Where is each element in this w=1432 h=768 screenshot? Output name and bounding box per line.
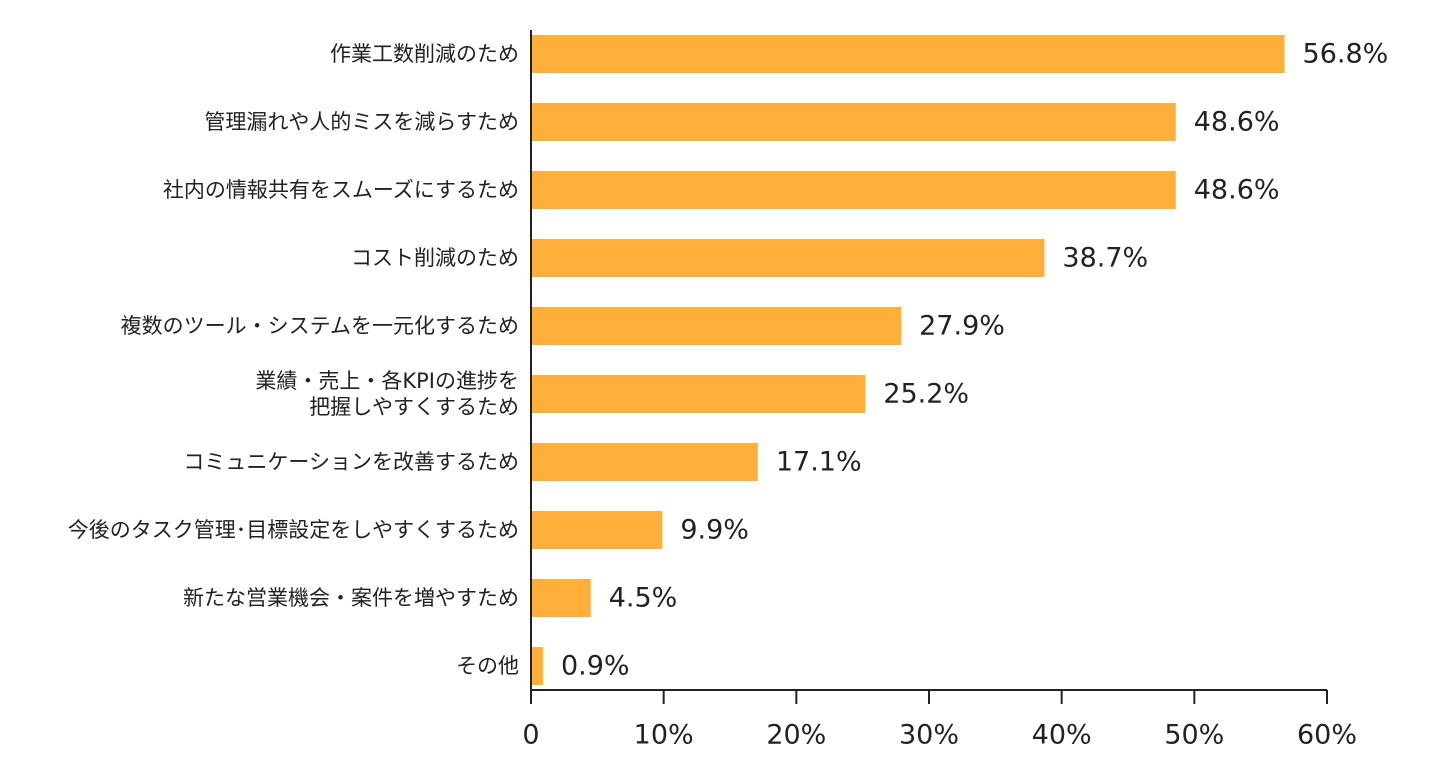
category-label-line: 複数のツール・システムを一元化するため bbox=[121, 314, 519, 338]
category-label-1: 管理漏れや人的ミスを減らすため bbox=[204, 110, 519, 134]
value-label-4: 27.9% bbox=[919, 311, 1005, 342]
category-label-line: 新たな営業機会・案件を増やすため bbox=[183, 586, 519, 610]
bar-9 bbox=[531, 647, 543, 685]
category-label-line: 今後のタスク管理･目標設定をしやすくするため bbox=[68, 518, 519, 542]
bar-0 bbox=[531, 35, 1285, 73]
bar-4 bbox=[531, 307, 902, 345]
x-tick-label-2: 20% bbox=[766, 720, 826, 751]
bar-1 bbox=[531, 103, 1176, 141]
category-label-5: 業績・売上・各KPIの進捗を把握しやすくするため bbox=[255, 369, 519, 419]
x-tick-label-3: 30% bbox=[899, 720, 959, 751]
value-label-9: 0.9% bbox=[561, 651, 630, 682]
category-label-line: 把握しやすくするため bbox=[309, 395, 519, 419]
category-label-line: コミュニケーションを改善するため bbox=[183, 450, 519, 474]
x-tick-label-6: 60% bbox=[1297, 720, 1357, 751]
category-label-line: 管理漏れや人的ミスを減らすため bbox=[204, 110, 519, 134]
value-label-8: 4.5% bbox=[609, 583, 678, 614]
category-label-line: コスト削減のため bbox=[351, 246, 519, 270]
bar-7 bbox=[531, 511, 663, 549]
bars-layer bbox=[531, 35, 1285, 685]
bar-8 bbox=[531, 579, 591, 617]
category-label-9: その他 bbox=[456, 654, 519, 678]
bar-6 bbox=[531, 443, 758, 481]
category-label-2: 社内の情報共有をスムーズにするため bbox=[163, 178, 519, 202]
value-label-3: 38.7% bbox=[1062, 243, 1148, 274]
bar-3 bbox=[531, 239, 1045, 277]
category-label-7: 今後のタスク管理･目標設定をしやすくするため bbox=[68, 518, 519, 542]
labels-layer: 56.8% 作業工数削減のため 48.6% 管理漏れや人的ミスを減らすため 48.6% 社… bbox=[68, 39, 1389, 682]
category-label-line: その他 bbox=[456, 654, 519, 678]
x-tick-label-5: 50% bbox=[1164, 720, 1224, 751]
category-label-3: コスト削減のため bbox=[351, 246, 519, 270]
value-label-2: 48.6% bbox=[1194, 175, 1280, 206]
axis-layer: 0 10% 20% 30% 40% 50% 60% bbox=[522, 30, 1357, 751]
bar-2 bbox=[531, 171, 1176, 209]
value-label-7: 9.9% bbox=[680, 515, 749, 546]
category-label-8: 新たな営業機会・案件を増やすため bbox=[183, 586, 519, 610]
x-tick-label-4: 40% bbox=[1032, 720, 1092, 751]
x-tick-label-0: 0 bbox=[522, 720, 539, 751]
category-label-line: 業績・売上・各KPIの進捗を bbox=[255, 369, 519, 393]
value-label-0: 56.8% bbox=[1303, 39, 1389, 70]
category-label-line: 作業工数削減のため bbox=[330, 42, 519, 66]
x-tick-label-1: 10% bbox=[634, 720, 694, 751]
value-label-6: 17.1% bbox=[776, 447, 862, 478]
category-label-0: 作業工数削減のため bbox=[330, 42, 519, 66]
category-label-4: 複数のツール・システムを一元化するため bbox=[121, 314, 519, 338]
value-label-5: 25.2% bbox=[883, 379, 969, 410]
category-label-6: コミュニケーションを改善するため bbox=[183, 450, 519, 474]
bar-5 bbox=[531, 375, 866, 413]
category-label-line: 社内の情報共有をスムーズにするため bbox=[163, 178, 519, 202]
value-label-1: 48.6% bbox=[1194, 107, 1280, 138]
